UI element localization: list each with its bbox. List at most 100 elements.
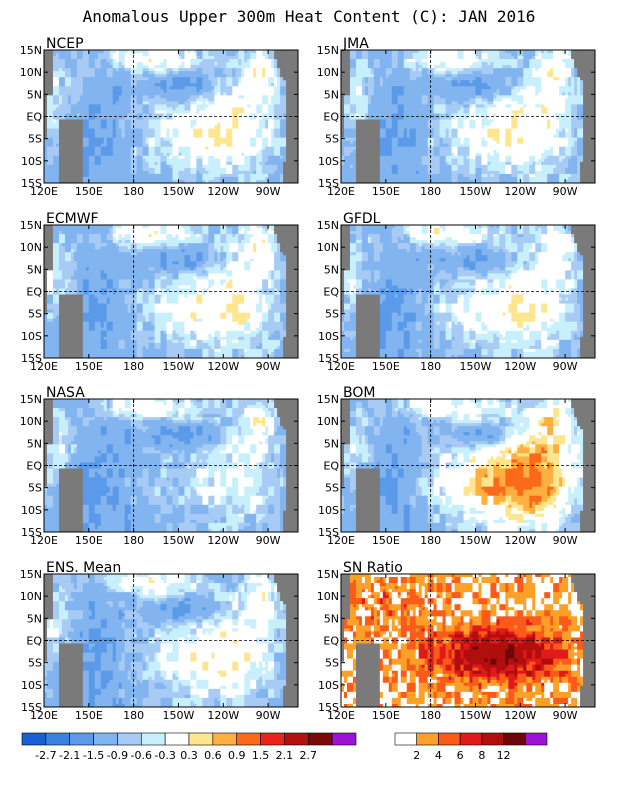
y-tick-label: 10S [318,679,339,692]
colorbar-swatch [438,732,461,746]
colorbar-label: -2.7 [35,749,56,762]
x-tick-label: 120W [207,709,239,722]
x-tick-label: 120W [207,185,239,198]
y-tick-label: 15S [318,177,339,190]
x-tick-label: 150E [75,360,103,373]
colorbar-swatch [93,732,118,746]
x-tick-label: 150W [163,360,195,373]
x-tick-label: 150E [75,709,103,722]
x-tick-label: 180 [123,534,144,547]
anomaly-colorbar: -2.7 -2.1 -1.5 -0.9 -0.6 -0.3 0.3 0.6 0.9 1.5 2.1 2… [21,732,357,762]
x-tick-label: 180 [123,360,144,373]
y-tick-label: 15N [317,44,339,57]
y-tick-label: 15N [20,219,42,232]
y-tick-label: 5N [27,437,42,450]
y-tick-label: 15S [21,526,42,539]
x-tick-label: 150W [163,185,195,198]
x-tick-label: 120W [207,534,239,547]
y-tick-label: 5S [325,482,339,495]
x-tick-label: 120E [327,709,355,722]
x-tick-label: 120W [504,185,536,198]
colorbar-swatch [481,732,504,746]
chart-title: Anomalous Upper 300m Heat Content (C): J… [83,7,536,26]
x-tick-label: 120E [327,185,355,198]
y-tick-label: 10N [20,66,42,79]
x-tick-label: 90W [256,534,281,547]
y-tick-label: 15N [20,568,42,581]
panel-title: NASA [46,385,85,401]
colorbar-label: 0.3 [180,749,198,762]
y-tick-label: 10N [20,415,42,428]
y-tick-label: 15N [20,44,42,57]
y-tick-label: 5N [27,263,42,276]
panel-title: ECMWF [46,211,99,227]
colorbar-swatch [117,732,142,746]
colorbar-label: 2.7 [300,749,318,762]
y-tick-label: 5N [27,612,42,625]
y-tick-label: 15S [318,352,339,365]
x-tick-label: 90W [553,709,578,722]
panel-title: JMA [342,36,369,52]
panel-title: ENS. Mean [46,560,121,576]
y-tick-label: 10S [318,330,339,343]
y-tick-label: 5S [28,482,42,495]
y-tick-label: 15N [317,219,339,232]
colorbar-swatch [416,732,439,746]
y-tick-label: EQ [26,286,42,299]
panel-title: SN Ratio [343,560,403,576]
y-tick-label: 10S [21,330,42,343]
colorbar-swatch [503,732,526,746]
y-tick-label: 10S [318,504,339,517]
y-tick-label: 5N [324,612,339,625]
x-tick-label: 120E [30,360,58,373]
y-tick-label: 10S [21,155,42,168]
y-tick-label: 5S [325,657,339,670]
y-tick-label: EQ [26,635,42,648]
colorbar-label: 2 [413,749,420,762]
colorbar-swatch [331,732,357,746]
y-tick-label: EQ [26,111,42,124]
colorbar-swatch [188,732,214,746]
colorbar-swatch [21,732,47,746]
panel-title: GFDL [343,211,381,227]
x-tick-label: 180 [420,185,441,198]
x-tick-label: 150W [460,709,492,722]
y-tick-label: EQ [323,111,339,124]
y-tick-label: EQ [323,286,339,299]
y-tick-label: 10S [318,155,339,168]
y-tick-label: 5N [324,263,339,276]
y-tick-label: 10N [317,590,339,603]
x-tick-label: 180 [420,360,441,373]
y-tick-label: 15S [318,701,339,714]
x-tick-label: 180 [420,709,441,722]
colorbar-swatch [140,732,166,746]
x-tick-label: 90W [256,709,281,722]
x-tick-label: 150E [372,709,400,722]
panel-title: NCEP [46,36,84,52]
x-tick-label: 180 [420,534,441,547]
x-tick-label: 180 [123,185,144,198]
y-tick-label: 15S [21,701,42,714]
heat-field [341,399,595,532]
heat-field [44,50,298,183]
x-tick-label: 120E [30,534,58,547]
y-tick-label: 15N [317,393,339,406]
y-tick-label: 10N [20,590,42,603]
colorbar-swatch [260,732,285,746]
colorbar-swatch [164,732,190,746]
x-tick-label: 120W [504,534,536,547]
y-tick-label: 5S [28,308,42,321]
colorbar-label: -1.5 [83,749,104,762]
x-tick-label: 120W [504,360,536,373]
x-tick-label: 150E [372,534,400,547]
y-tick-label: 10N [20,241,42,254]
x-tick-label: 90W [553,360,578,373]
colorbar-swatch [284,732,309,746]
colorbar-label: -0.9 [107,749,128,762]
panel-title: BOM [343,385,375,401]
colorbar-swatch [307,732,333,746]
